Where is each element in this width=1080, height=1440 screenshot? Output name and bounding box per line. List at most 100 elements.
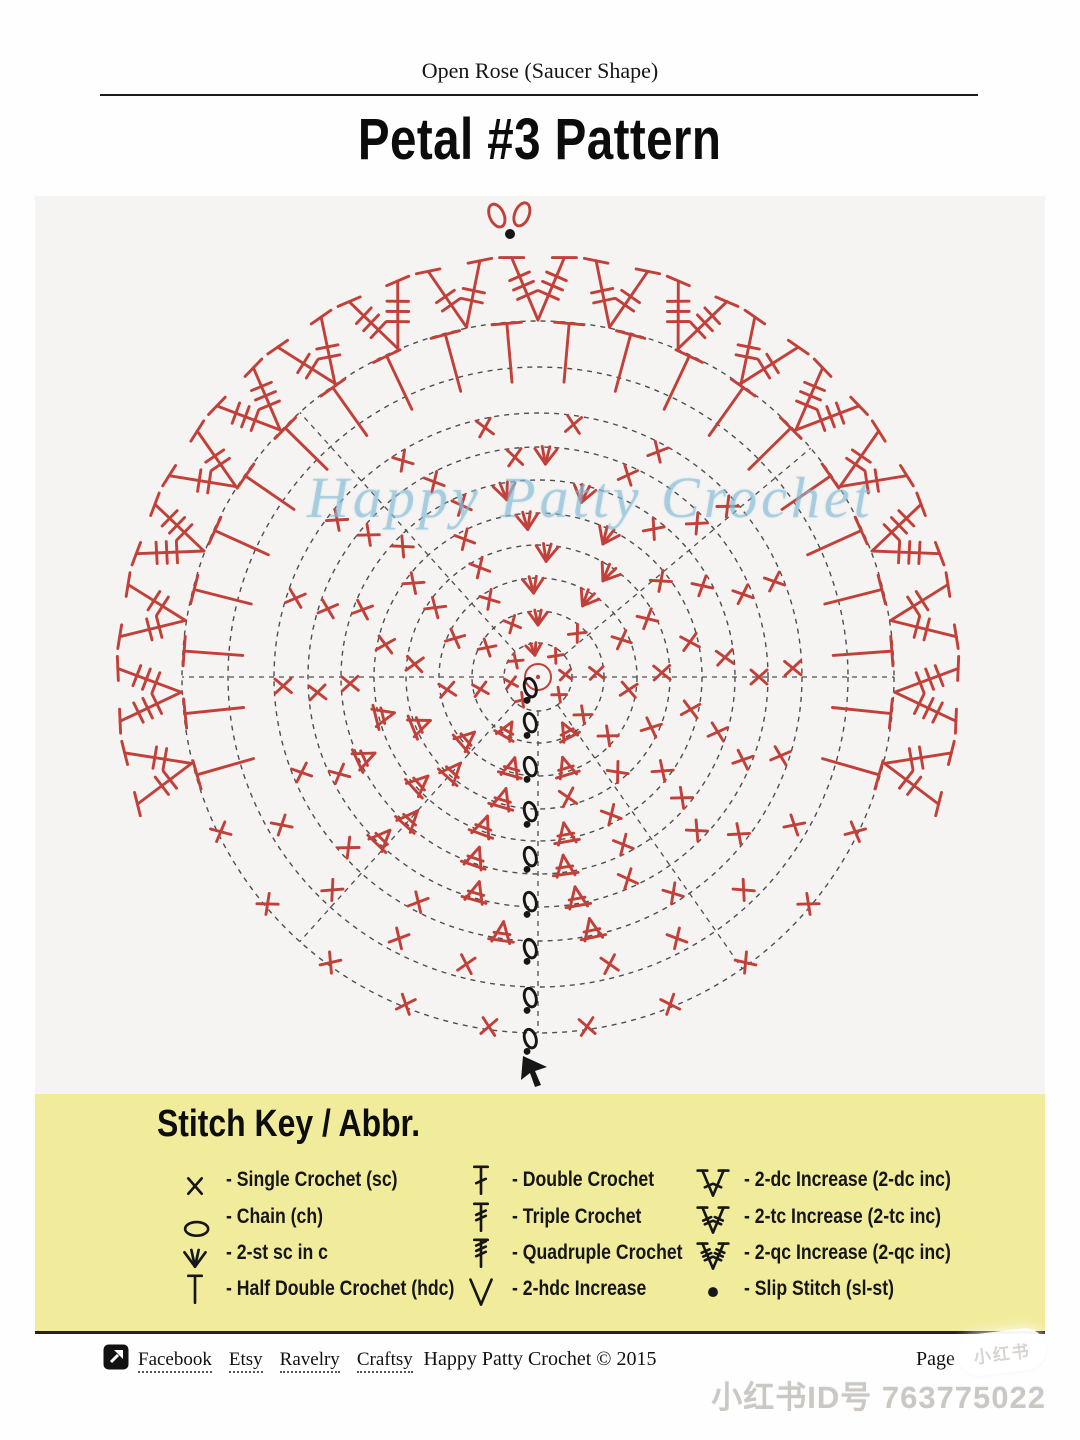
stitch-hdc	[821, 757, 885, 791]
stitch-sc	[474, 416, 495, 439]
stitch-tc	[472, 1202, 490, 1233]
stitch-sc2	[524, 641, 543, 657]
stitch-sc	[401, 571, 426, 595]
stitch-sc	[422, 470, 446, 494]
stitch-hdc2	[404, 774, 430, 800]
stitch-sc	[351, 598, 374, 621]
stitch-sc	[209, 820, 233, 843]
stitch-hdc	[319, 377, 369, 437]
stitch-hdc	[490, 320, 523, 384]
stitch-sc	[646, 440, 670, 464]
stitch-hdc	[273, 416, 329, 471]
stitch-sc2	[520, 574, 545, 595]
stitch-ch_sl	[522, 711, 538, 739]
key-row-sc: - Single Crochet (sc)	[172, 1160, 430, 1200]
stitch-sc	[612, 832, 635, 857]
key-symbol-tc-icon	[472, 1202, 490, 1233]
key-symbol-v3-icon	[696, 1242, 730, 1270]
stitch-sc	[796, 891, 821, 916]
key-row-dc: - Double Crochet	[458, 1160, 681, 1200]
stitch-sc	[505, 447, 525, 468]
stitch-sc	[471, 680, 490, 698]
stitch-v	[469, 1278, 493, 1306]
stitch-hdc	[371, 348, 414, 411]
stitch-sc	[356, 523, 381, 547]
stitch-sc	[659, 992, 682, 1016]
stitch-hdc2	[564, 885, 593, 911]
magic-ring	[524, 663, 552, 691]
key-symbol-sc2-icon	[183, 1248, 207, 1269]
stitch-sc	[546, 646, 565, 665]
key-label-v3: - 2-qc Increase (2-qc inc)	[744, 1241, 951, 1264]
stitch-v3	[665, 274, 740, 351]
stitch-hdc	[780, 462, 841, 511]
stitch-v2	[734, 308, 810, 385]
stitch-sc	[669, 785, 695, 810]
stitch-sc	[596, 724, 620, 748]
stitch-sc	[690, 574, 715, 598]
stitch-hdc	[806, 515, 869, 557]
stitch-sc	[616, 867, 639, 891]
stitch-sc	[714, 648, 736, 667]
stitch-hdc2	[460, 880, 488, 906]
stitch-sc2	[600, 560, 622, 583]
stitch-sc	[566, 622, 588, 644]
stitch-hdc2	[487, 787, 515, 813]
stitch-sc	[443, 627, 467, 649]
stitch-sc	[387, 926, 411, 951]
stitch-hdc	[189, 573, 253, 606]
stitch-sc	[453, 527, 477, 552]
key-label-v2: - 2-tc Increase (2-tc inc)	[744, 1205, 942, 1228]
stitch-sc	[316, 598, 340, 620]
stitch-v3	[893, 655, 961, 735]
key-row-hdc: - Half Double Crochet (hdc)	[172, 1269, 498, 1309]
share-link-icon[interactable]	[103, 1344, 129, 1370]
footer-link-etsy[interactable]: Etsy	[228, 1349, 263, 1373]
stitch-sc2	[598, 524, 621, 546]
stitch-sc	[564, 414, 584, 435]
stitch-v1	[696, 1169, 730, 1197]
footer-page-label: Page	[916, 1348, 955, 1370]
stitch-sc	[478, 587, 501, 611]
stitch-v2	[266, 308, 342, 385]
stitch-v3	[794, 357, 869, 432]
stitch-hdc2	[487, 920, 515, 946]
stitch-sc	[731, 748, 755, 771]
stitch-sc	[502, 614, 522, 635]
stitch-hdc2	[366, 828, 392, 855]
stitch-sc	[599, 953, 620, 976]
stitch-sc	[255, 891, 280, 916]
stitch-sc	[610, 629, 633, 651]
crochet-chart	[115, 201, 961, 1087]
stitch-sc	[605, 759, 630, 785]
stitch-sc	[726, 822, 751, 846]
stitch-sc	[503, 675, 519, 691]
stitch-sc	[450, 493, 473, 517]
key-label-dc: - Double Crochet	[512, 1168, 655, 1191]
stitch-hdc	[553, 320, 586, 384]
key-label-dot: - Slip Stitch (sl-st)	[744, 1277, 894, 1300]
footer-link-ravelry[interactable]: Ravelry	[279, 1349, 340, 1373]
stitch-hdc2	[551, 853, 580, 879]
stitch-hdc2	[406, 714, 432, 741]
sector-guide-line	[299, 701, 516, 943]
stitch-v2	[889, 571, 960, 650]
stitch-v3	[696, 1242, 730, 1270]
stitch-hdc2	[370, 703, 396, 731]
stitch-v3	[336, 274, 411, 351]
stitch-hdc2	[579, 917, 608, 943]
stitch-ch	[183, 1220, 210, 1237]
stitch-sc	[290, 761, 314, 784]
stitch-sc	[550, 685, 569, 704]
stitch-hdc2	[451, 730, 477, 755]
footer-link-facebook[interactable]: Facebook	[138, 1349, 212, 1373]
stitch-v2	[116, 571, 187, 650]
stitch-sc	[684, 511, 710, 536]
stitch-dc	[472, 1165, 490, 1196]
stitch-v2	[161, 419, 238, 495]
footer-link-craftsy[interactable]: Craftsy	[356, 1349, 413, 1373]
round-guide-circle	[307, 446, 769, 908]
stitch-sc	[843, 820, 867, 843]
stitch-sc	[572, 704, 594, 726]
key-label-v: - 2-hdc Increase	[512, 1277, 647, 1300]
